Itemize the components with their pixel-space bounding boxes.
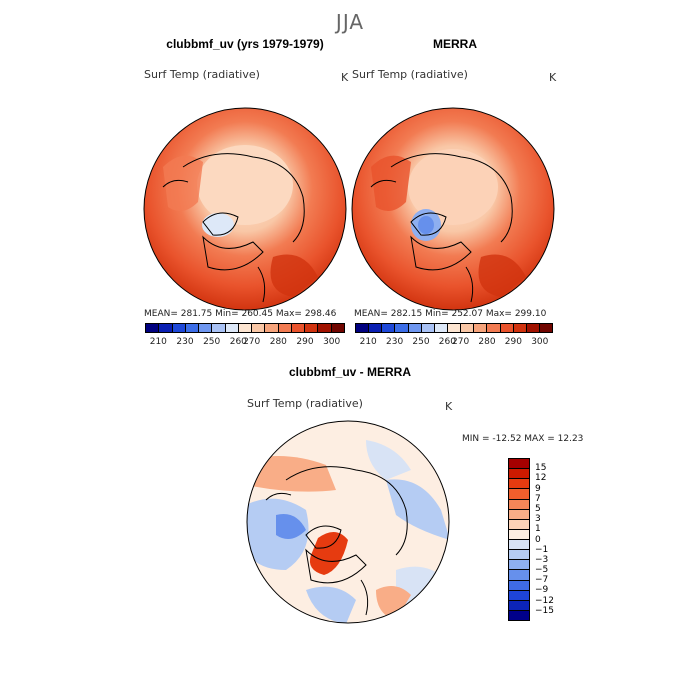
colorbar-tick-label: 0 [535, 534, 541, 545]
panel-3-heading: clubbmf_uv - MERRA [288, 365, 411, 379]
colorbar-swatch [172, 324, 186, 332]
colorbar-tick-label: 300 [323, 337, 341, 347]
panel-2-variable-label: Surf Temp (radiative) [352, 68, 468, 81]
colorbar-swatch [513, 324, 527, 332]
panel-3-stats: MIN = -12.52 MAX = 12.23 [462, 434, 584, 444]
colorbar-tick-label: 300 [531, 337, 549, 347]
colorbar-swatch [369, 324, 383, 332]
colorbar-swatch [509, 550, 529, 561]
colorbar-swatch [509, 479, 529, 490]
colorbar-swatch [509, 560, 529, 571]
colorbar-swatch [509, 570, 529, 581]
colorbar-swatch [500, 324, 514, 332]
colorbar-swatch [509, 489, 529, 500]
colorbar-swatch [265, 324, 279, 332]
panel-3-unit: K [445, 400, 453, 413]
colorbar-swatch [461, 324, 475, 332]
colorbar-swatch [146, 324, 160, 332]
colorbar-tick-label: 280 [269, 337, 287, 347]
colorbar-swatch [509, 580, 529, 591]
colorbar-swatch [382, 324, 396, 332]
colorbar-tick-label: −7 [535, 575, 549, 586]
colorbar-swatch [318, 324, 332, 332]
colorbar-swatch [421, 324, 435, 332]
colorbar-swatch [474, 324, 488, 332]
panel-3-polar-map [246, 420, 450, 624]
colorbar-tick-label: 210 [359, 337, 377, 347]
panel-3-colorbar-labels: 15 12 9 7 5 3 1 0 −1 −3 −5 −7 −9 −12 −15 [535, 458, 575, 621]
colorbar-swatch [185, 324, 200, 332]
panel-1-heading: clubbmf_uv (yrs 1979-1979) [166, 37, 324, 51]
colorbar-swatch [509, 499, 529, 510]
colorbar-swatch [509, 469, 529, 480]
panel-2-colorbar-labels: 210 230 250 260 270 280 290 300 [355, 337, 553, 349]
colorbar-tick-label: 230 [176, 337, 194, 347]
colorbar-swatch [395, 324, 409, 332]
colorbar-swatch [509, 509, 529, 520]
panel-1-colorbar-labels: 210 230 250 260 270 280 290 300 [145, 337, 345, 349]
colorbar-swatch [509, 459, 529, 470]
panel-2-stats: MEAN= 282.15 Min= 252.07 Max= 299.10 [354, 309, 547, 319]
colorbar-tick-label: 230 [386, 337, 404, 347]
colorbar-tick-label: 270 [452, 337, 470, 347]
colorbar-swatch [305, 324, 319, 332]
colorbar-tick-label: 15 [535, 463, 547, 474]
colorbar-swatch [408, 324, 422, 332]
colorbar-tick-label: −1 [535, 544, 549, 555]
colorbar-swatch [509, 610, 529, 620]
colorbar-swatch [509, 590, 529, 601]
colorbar-swatch [539, 324, 553, 332]
colorbar-swatch [434, 324, 448, 332]
panel-1-colorbar [145, 323, 345, 333]
colorbar-tick-label: −9 [535, 585, 549, 596]
colorbar-tick-label: 290 [504, 337, 522, 347]
colorbar-tick-label: 9 [535, 483, 541, 494]
panel-3-colorbar [508, 458, 530, 621]
colorbar-swatch [509, 600, 529, 611]
colorbar-swatch [225, 324, 239, 332]
panel-1-unit: K [341, 71, 349, 84]
colorbar-swatch [159, 324, 173, 332]
colorbar-swatch [509, 529, 529, 540]
colorbar-tick-label: 7 [535, 493, 541, 504]
colorbar-swatch [447, 324, 462, 332]
colorbar-swatch [487, 324, 501, 332]
colorbar-tick-label: −3 [535, 554, 549, 565]
panel-2-unit: K [549, 71, 557, 84]
colorbar-tick-label: 12 [535, 473, 547, 484]
colorbar-swatch [509, 519, 529, 530]
panel-3-variable-label: Surf Temp (radiative) [247, 397, 363, 410]
colorbar-swatch [278, 324, 292, 332]
panel-2-polar-map [351, 107, 555, 311]
figure-title: JJA [335, 10, 365, 34]
colorbar-swatch [331, 324, 344, 332]
panel-1-polar-map [143, 107, 347, 311]
colorbar-swatch [526, 324, 540, 332]
panel-1-stats: MEAN= 281.75 Min= 260.45 Max= 298.46 [144, 309, 337, 319]
panel-2-heading: MERRA [433, 37, 477, 51]
colorbar-swatch [252, 324, 266, 332]
colorbar-tick-label: 250 [412, 337, 430, 347]
colorbar-tick-label: 3 [535, 514, 541, 525]
colorbar-swatch [212, 324, 226, 332]
panel-2-colorbar [355, 323, 553, 333]
colorbar-tick-label: 260 [229, 337, 247, 347]
colorbar-tick-label: 280 [478, 337, 496, 347]
colorbar-tick-label: 290 [296, 337, 314, 347]
colorbar-tick-label: −12 [535, 595, 554, 606]
colorbar-swatch [291, 324, 306, 332]
colorbar-tick-label: 250 [203, 337, 221, 347]
colorbar-tick-label: 5 [535, 503, 541, 514]
panel-1-variable-label: Surf Temp (radiative) [144, 68, 260, 81]
colorbar-swatch [199, 324, 213, 332]
colorbar-swatch [509, 540, 529, 551]
colorbar-tick-label: −5 [535, 565, 549, 576]
colorbar-tick-label: −15 [535, 605, 554, 616]
colorbar-swatch [356, 324, 370, 332]
colorbar-swatch [238, 324, 253, 332]
colorbar-tick-label: 210 [149, 337, 167, 347]
colorbar-tick-label: 270 [243, 337, 261, 347]
colorbar-tick-label: 260 [438, 337, 456, 347]
colorbar-tick-label: 1 [535, 524, 541, 535]
